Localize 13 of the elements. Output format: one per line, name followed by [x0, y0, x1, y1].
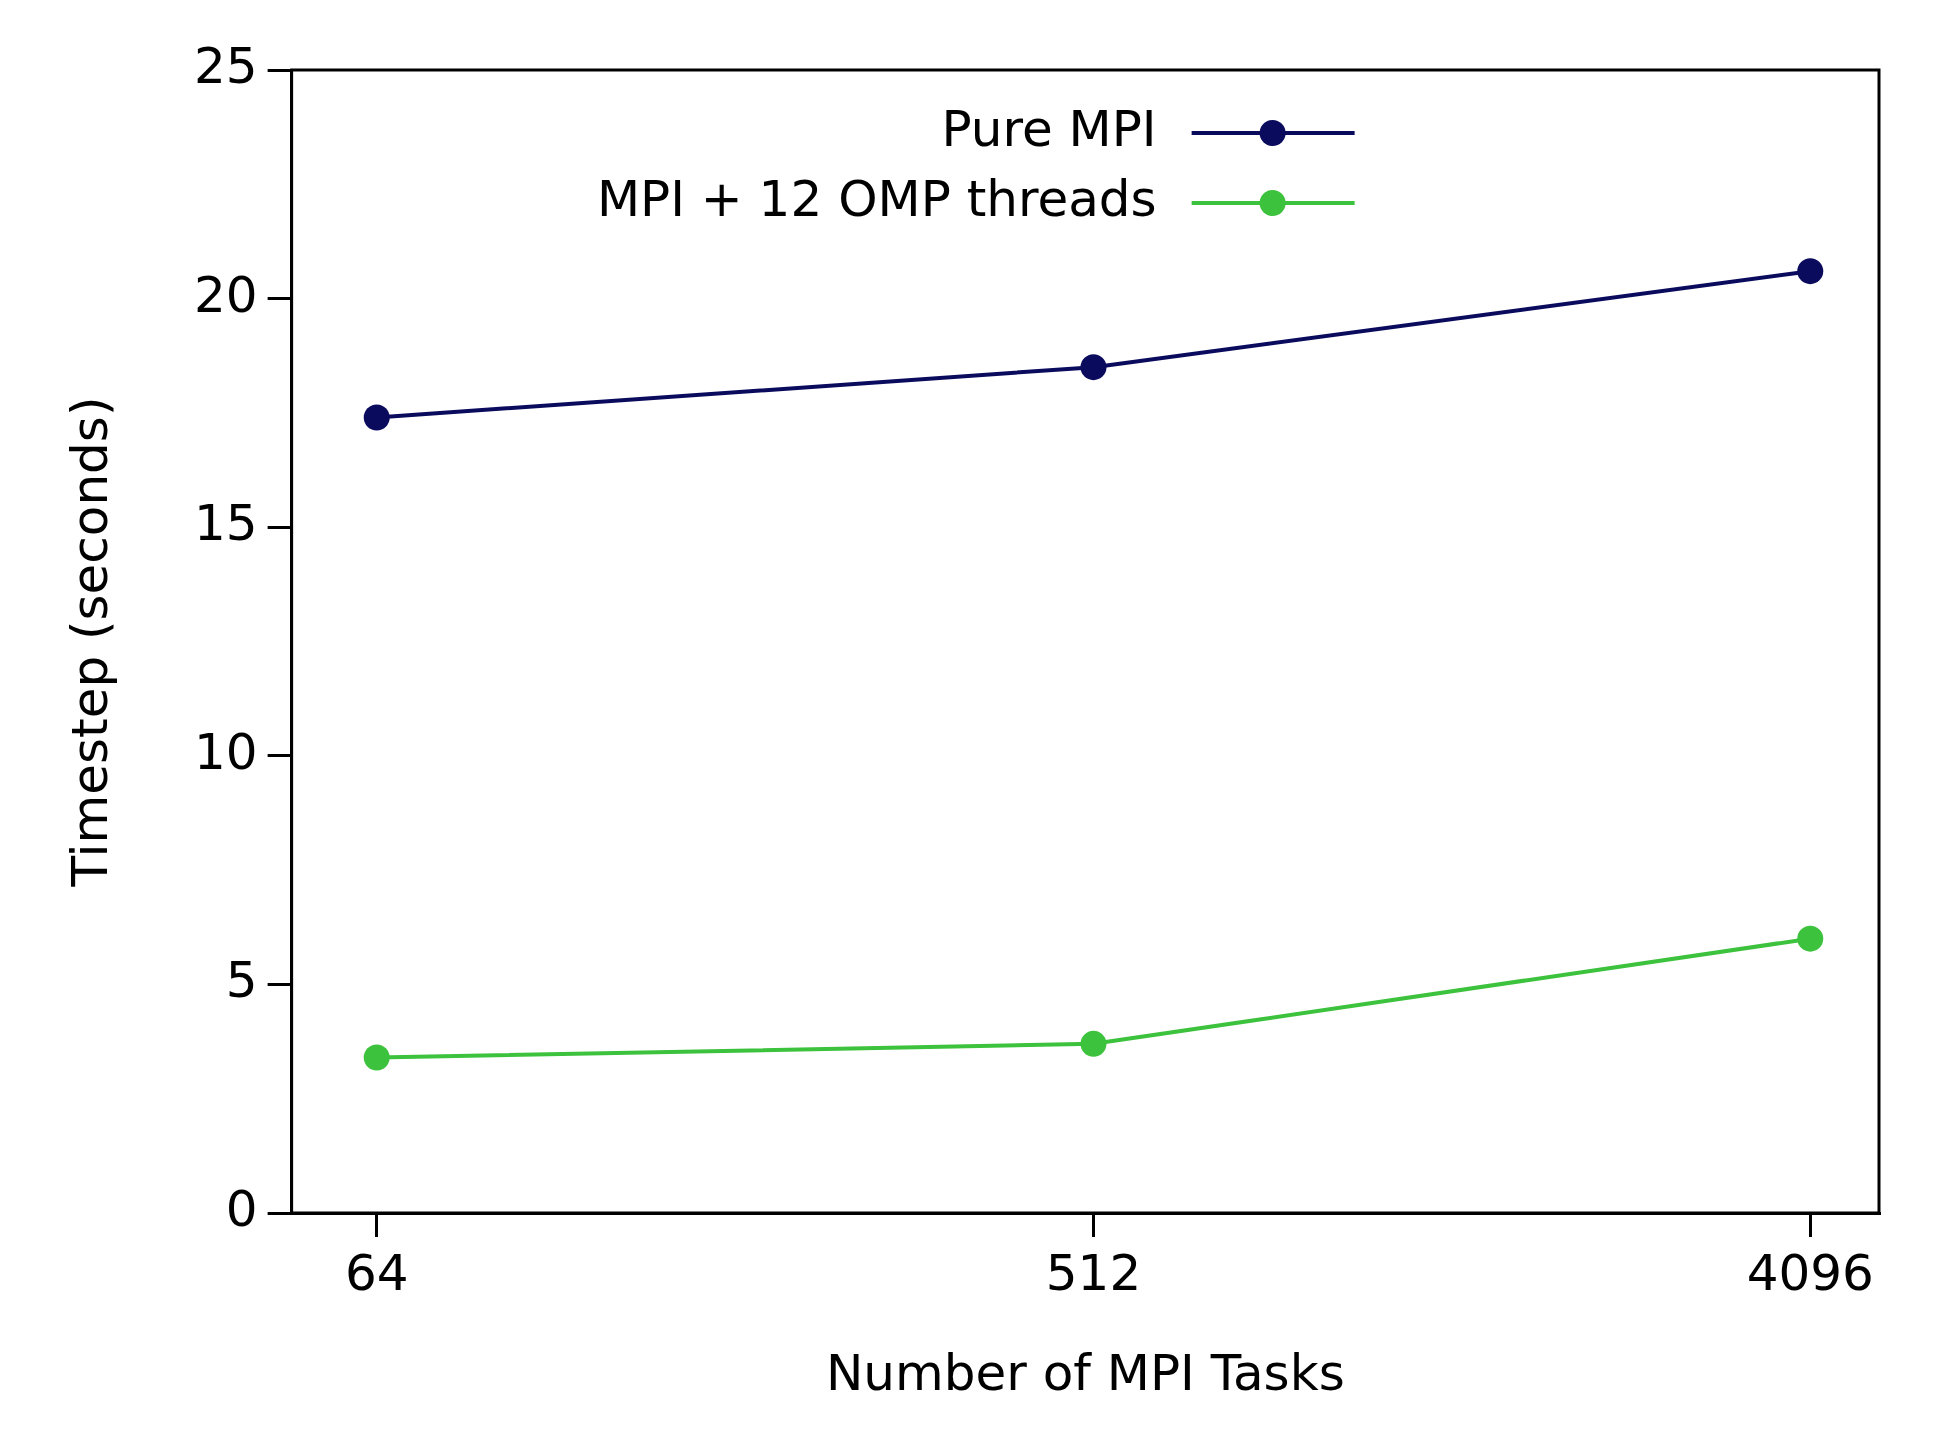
y-axis-title: Timestep (seconds) — [60, 396, 119, 888]
x-tick-label: 64 — [344, 1243, 409, 1302]
legend-label: Pure MPI — [941, 99, 1157, 158]
y-tick-label: 0 — [225, 1179, 258, 1238]
legend-label: MPI + 12 OMP threads — [596, 169, 1157, 228]
y-tick-label: 15 — [194, 494, 258, 553]
x-axis-title: Number of MPI Tasks — [825, 1343, 1345, 1402]
y-tick-label: 20 — [194, 265, 258, 324]
x-tick-label: 512 — [1045, 1243, 1142, 1302]
x-tick-label: 4096 — [1746, 1243, 1874, 1302]
y-tick-label: 5 — [225, 951, 258, 1010]
y-tick-label: 25 — [194, 36, 258, 95]
y-tick-label: 10 — [194, 722, 258, 781]
